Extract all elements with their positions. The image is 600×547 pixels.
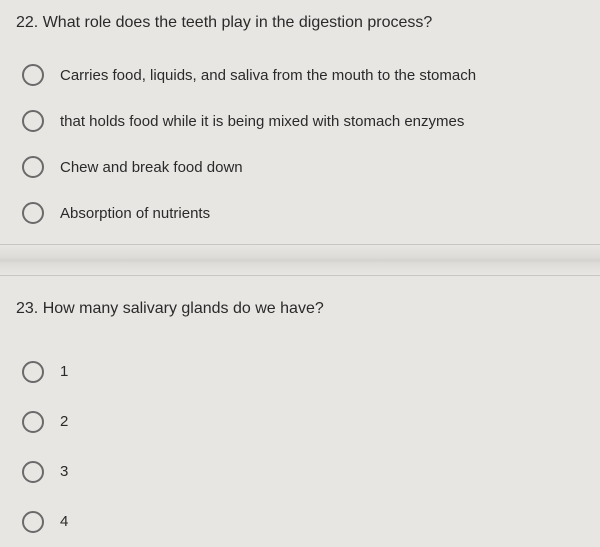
option-label: 3 — [60, 462, 68, 482]
question-text: 23. How many salivary glands do we have? — [0, 276, 600, 346]
question-divider — [0, 244, 600, 276]
radio-icon[interactable] — [22, 110, 44, 132]
option-label: 1 — [60, 362, 68, 382]
option-row[interactable]: that holds food while it is being mixed … — [0, 98, 600, 144]
question-block-23: 23. How many salivary glands do we have?… — [0, 276, 600, 546]
option-row[interactable]: 1 — [0, 347, 600, 397]
question-number: 23. — [16, 300, 38, 317]
option-label: 4 — [60, 512, 68, 532]
radio-icon[interactable] — [22, 64, 44, 86]
question-text: 22. What role does the teeth play in the… — [0, 0, 600, 52]
question-number: 22. — [16, 14, 38, 31]
option-label: Chew and break food down — [60, 158, 243, 178]
option-row[interactable]: Absorption of nutrients — [0, 190, 600, 236]
radio-icon[interactable] — [22, 511, 44, 533]
option-label: that holds food while it is being mixed … — [60, 112, 464, 132]
radio-icon[interactable] — [22, 202, 44, 224]
option-label: 2 — [60, 412, 68, 432]
radio-icon[interactable] — [22, 156, 44, 178]
option-row[interactable]: 2 — [0, 397, 600, 447]
option-row[interactable]: Chew and break food down — [0, 144, 600, 190]
question-prompt: How many salivary glands do we have? — [43, 300, 324, 317]
radio-icon[interactable] — [22, 411, 44, 433]
option-row[interactable]: 3 — [0, 447, 600, 497]
option-row[interactable]: Carries food, liquids, and saliva from t… — [0, 52, 600, 98]
question-block-22: 22. What role does the teeth play in the… — [0, 0, 600, 236]
option-label: Carries food, liquids, and saliva from t… — [60, 66, 476, 86]
option-row[interactable]: 4 — [0, 497, 600, 547]
radio-icon[interactable] — [22, 361, 44, 383]
option-label: Absorption of nutrients — [60, 204, 210, 224]
radio-icon[interactable] — [22, 461, 44, 483]
question-prompt: What role does the teeth play in the dig… — [43, 14, 433, 31]
